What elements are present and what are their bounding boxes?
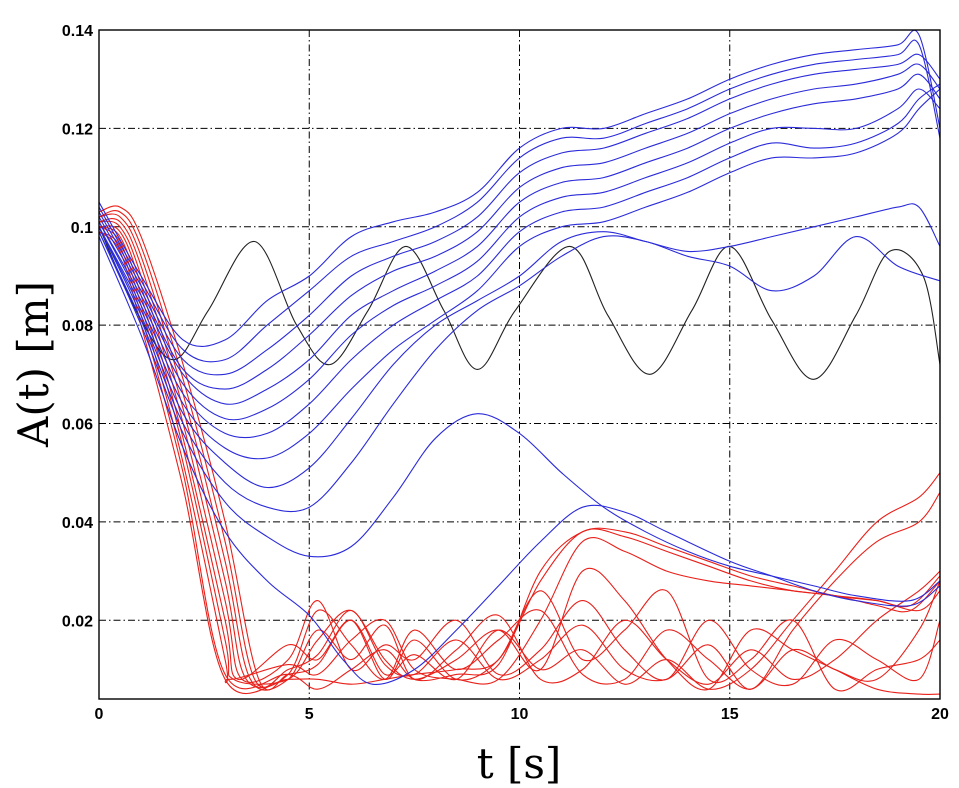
series-line-blue-9 bbox=[99, 203, 940, 489]
series-line-blue-4 bbox=[99, 63, 940, 390]
series-line-blue-5 bbox=[99, 73, 940, 405]
x-tick-label: 0 bbox=[95, 706, 104, 723]
series-line-red-2 bbox=[99, 210, 940, 690]
plot-frame bbox=[98, 29, 941, 700]
x-tick-label: 10 bbox=[511, 706, 529, 723]
series-line-red-3 bbox=[99, 213, 940, 691]
series-line-blue-1 bbox=[99, 30, 940, 347]
y-tick-label: 0.06 bbox=[62, 417, 93, 434]
series-line-red-5 bbox=[99, 220, 940, 687]
x-tick-labels: 0 5 10 15 20 bbox=[95, 706, 949, 723]
y-axis-label: A(t) [m] bbox=[9, 281, 58, 448]
series-line-red-9 bbox=[99, 231, 940, 690]
series-line-blue-12 bbox=[99, 236, 940, 685]
y-tick-label: 0.12 bbox=[62, 121, 93, 138]
x-tick-label: 15 bbox=[721, 706, 739, 723]
x-tick-label: 5 bbox=[305, 706, 314, 723]
series-line-red-10 bbox=[99, 231, 940, 694]
series-line-blue-11 bbox=[99, 231, 940, 602]
series-line-blue-8 bbox=[99, 88, 940, 460]
series-line-blue-7 bbox=[99, 83, 940, 439]
x-tick-label: 20 bbox=[931, 706, 949, 723]
y-tick-label: 0.04 bbox=[62, 515, 93, 532]
y-tick-label: 0.14 bbox=[62, 23, 93, 40]
series-lines bbox=[99, 30, 940, 696]
series-line-blue-10 bbox=[99, 231, 940, 513]
y-axis-label-text: A(t) [m] bbox=[9, 281, 58, 448]
y-tick-labels: 0.02 0.04 0.06 0.08 0.1 0.12 0.14 bbox=[62, 23, 93, 630]
x-axis-label: t [s] bbox=[477, 739, 562, 788]
y-tick-label: 0.1 bbox=[71, 220, 93, 237]
x-axis-label-text: t [s] bbox=[477, 739, 562, 788]
y-tick-label: 0.08 bbox=[62, 318, 93, 335]
series-line-blue-2 bbox=[99, 39, 940, 363]
series-line-red-6 bbox=[99, 225, 940, 692]
series-line-blue-3 bbox=[99, 53, 940, 376]
series-line-blue-6 bbox=[99, 88, 940, 421]
series-line-black bbox=[99, 226, 940, 380]
series-line-red-7 bbox=[99, 226, 940, 696]
y-tick-label: 0.02 bbox=[62, 613, 93, 630]
